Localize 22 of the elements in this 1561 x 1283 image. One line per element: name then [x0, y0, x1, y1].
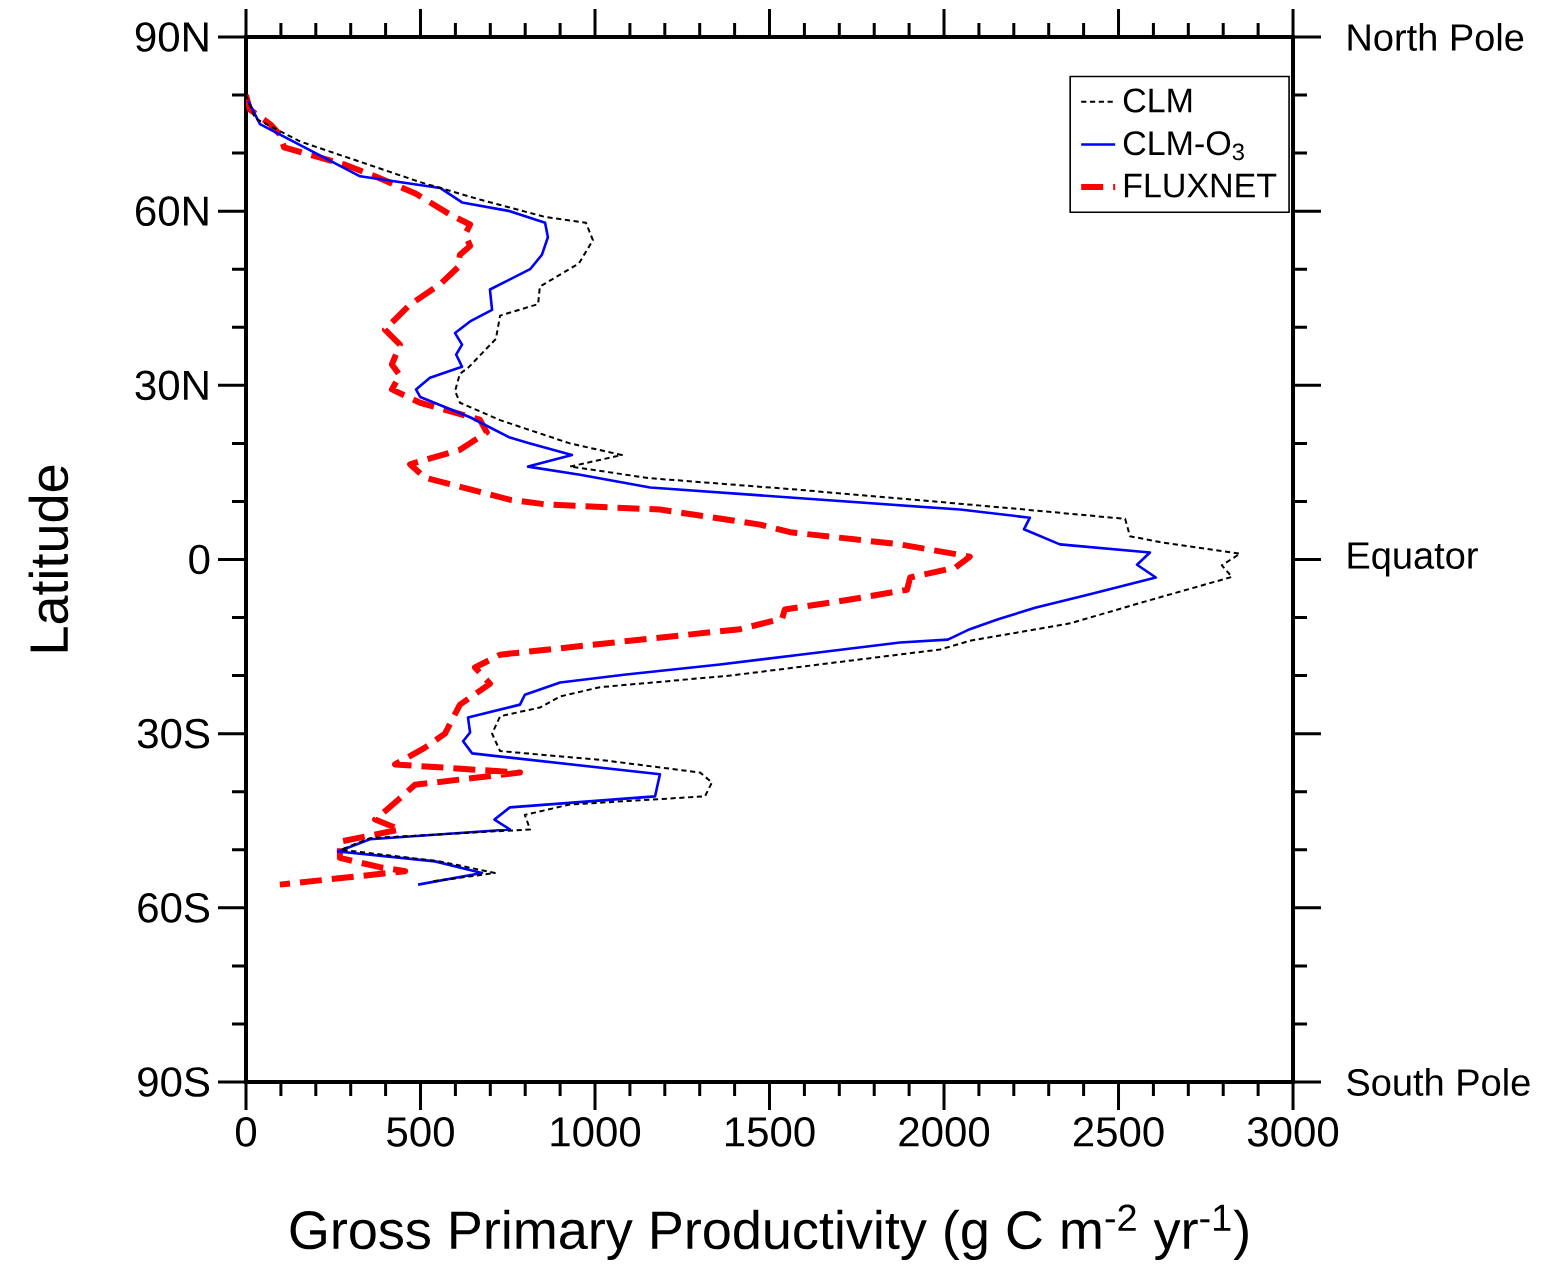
y-axis-title: Latitude — [28, 465, 69, 652]
x-tick-label: 1000 — [551, 1117, 641, 1147]
legend-label: CLM — [1123, 88, 1192, 113]
y-tick-label: 60S — [138, 892, 210, 923]
x-tick-label: 500 — [387, 1117, 454, 1147]
x-axis-title: Gross Primary Productivity (g C m$^{-2}$ yr$^{-1}$) — [290, 1204, 1248, 1261]
y-tick-label: 60N — [136, 196, 208, 227]
legend-label: FLUXNET — [1124, 173, 1277, 198]
x-tick-label: 1500 — [725, 1117, 815, 1147]
y-tick-label: 30N — [135, 370, 208, 401]
x-tick-label: 0 — [235, 1117, 257, 1147]
text: North Pole — [1348, 23, 1524, 51]
x-tick-label: 2000 — [899, 1117, 990, 1147]
text: South Pole — [1347, 1068, 1530, 1096]
y-tick-label: 0 — [189, 544, 210, 575]
y-tick-label: 90N — [135, 22, 208, 52]
text: Equator — [1348, 542, 1478, 577]
x-tick-label: 3000 — [1247, 1117, 1339, 1147]
y-tick-label: 30S — [137, 718, 210, 749]
legend-label: CLM-O$_{3}$ — [1123, 131, 1244, 161]
y-tick-label: 90S — [138, 1067, 210, 1097]
x-tick-label: 2500 — [1073, 1117, 1164, 1147]
